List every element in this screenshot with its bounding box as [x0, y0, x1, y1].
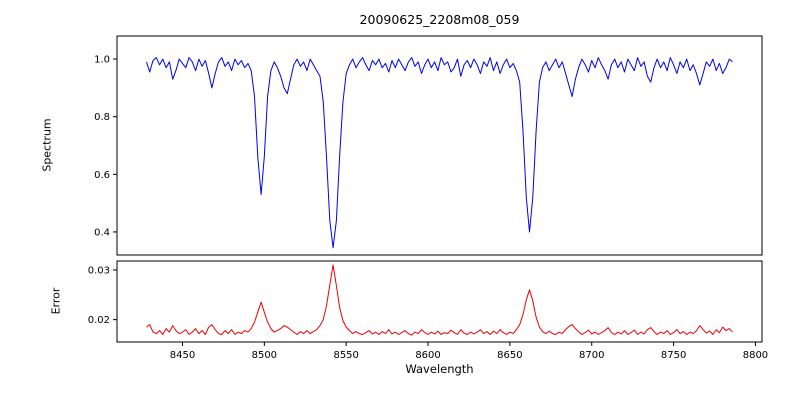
wavelength-axis-label: Wavelength [405, 362, 474, 376]
error-y-tick-label: 0.03 [88, 265, 110, 276]
spectrum-axis-label: Spectrum [40, 118, 54, 172]
spectrum-y-tick-label: 1.0 [94, 55, 110, 66]
error-line [146, 264, 733, 336]
x-tick-label: 8550 [333, 350, 358, 361]
x-tick-label: 8500 [252, 350, 277, 361]
x-tick-label: 8700 [579, 350, 604, 361]
x-tick-label: 8650 [497, 350, 522, 361]
spectrum-y-tick-label: 0.4 [94, 227, 110, 238]
x-tick-label: 8450 [170, 350, 195, 361]
x-tick-label: 8750 [661, 350, 686, 361]
error-y-tick-label: 0.02 [88, 315, 110, 326]
error-axis-label: Error [49, 287, 63, 315]
chart-title: 20090625_2208m08_059 [359, 12, 520, 27]
spectrum-y-tick-label: 0.8 [94, 112, 110, 123]
spectrum-line [146, 57, 733, 249]
x-tick-label: 8600 [415, 350, 440, 361]
error-panel-border [116, 260, 763, 343]
x-tick-label: 8800 [743, 350, 768, 361]
spectrum-y-tick-label: 0.6 [94, 170, 110, 181]
spectrum-panel-border [116, 35, 763, 256]
